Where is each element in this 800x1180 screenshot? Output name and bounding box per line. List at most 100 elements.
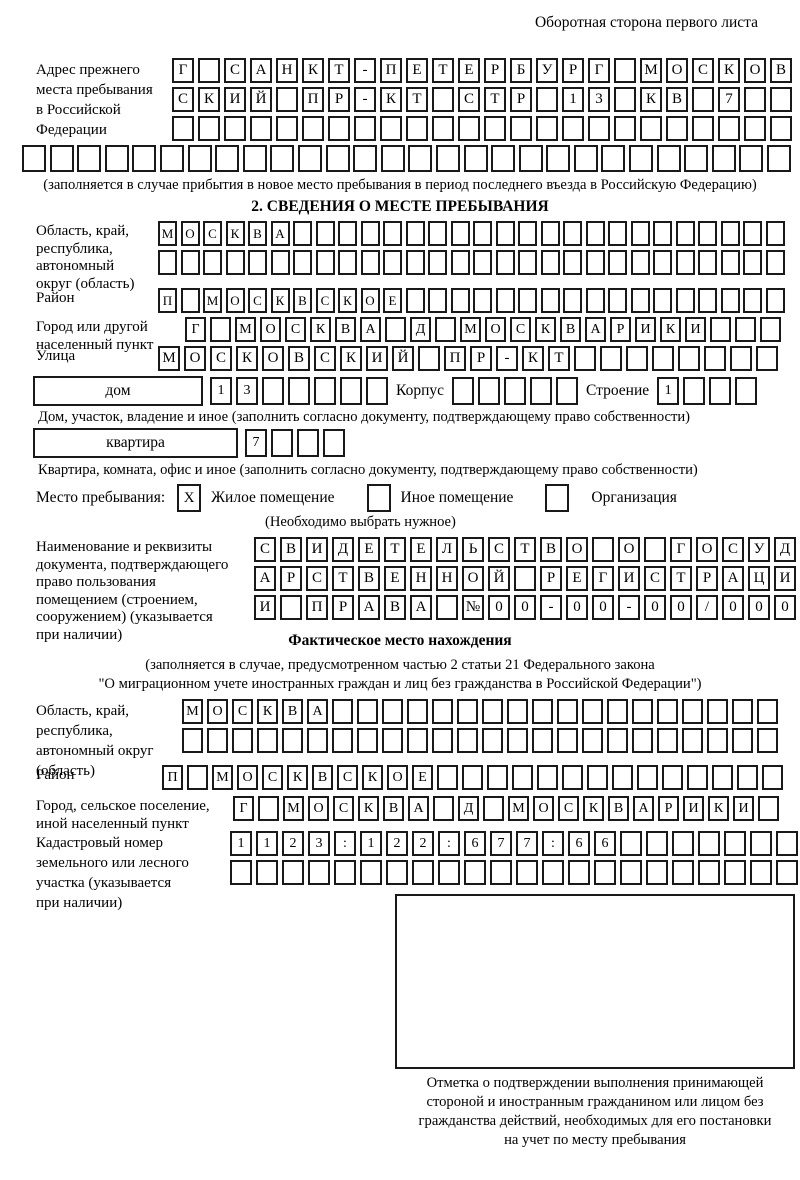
char-box[interactable]: : [438,831,460,856]
char-box[interactable] [698,831,720,856]
char-box[interactable] [483,796,504,821]
char-box[interactable] [104,145,129,172]
char-box[interactable]: С [262,765,283,790]
char-box[interactable]: - [496,346,518,371]
char-box[interactable]: Й [488,566,510,591]
char-box[interactable] [682,728,703,753]
char-box[interactable] [718,116,740,141]
char-box[interactable]: Г [592,566,614,591]
char-box[interactable]: 0 [592,595,614,620]
char-box[interactable]: П [444,346,466,371]
char-box[interactable]: О [207,699,228,724]
char-box[interactable]: О [566,537,588,562]
char-box[interactable]: - [354,87,376,112]
char-box[interactable] [360,250,380,275]
char-box[interactable]: И [618,566,640,591]
char-box[interactable]: Г [670,537,692,562]
char-box[interactable] [256,860,278,885]
char-box[interactable] [482,728,503,753]
char-box[interactable]: П [306,595,328,620]
char-box[interactable]: 7 [718,87,740,112]
char-box[interactable] [735,377,758,405]
char-box[interactable]: Т [484,87,506,112]
char-box[interactable] [646,860,668,885]
char-box[interactable] [585,221,605,246]
char-box[interactable] [385,317,406,342]
char-box[interactable] [530,377,552,405]
char-box[interactable] [770,87,792,112]
char-box[interactable] [433,796,454,821]
char-box[interactable]: / [696,595,718,620]
char-box[interactable]: 1 [210,377,232,405]
char-box[interactable] [540,221,560,246]
char-box[interactable] [629,145,654,172]
char-box[interactable] [709,377,732,405]
char-box[interactable] [711,145,736,172]
char-box[interactable] [585,250,605,275]
char-box[interactable] [297,429,319,457]
char-box[interactable] [682,699,703,724]
char-box[interactable]: 0 [748,595,770,620]
char-box[interactable]: К [270,288,290,313]
char-box[interactable] [198,116,220,141]
char-box[interactable]: Т [432,58,454,83]
char-box[interactable]: М [235,317,256,342]
char-box[interactable]: Г [172,58,194,83]
char-box[interactable]: М [203,288,222,313]
char-box[interactable]: - [354,58,376,83]
char-box[interactable] [215,145,240,172]
char-box[interactable]: И [733,796,754,821]
char-box[interactable] [325,145,350,172]
char-box[interactable]: А [250,58,272,83]
char-box[interactable]: 2 [412,831,434,856]
char-box[interactable]: В [288,346,310,371]
char-box[interactable]: А [408,796,429,821]
char-box[interactable] [546,145,571,172]
char-box[interactable]: 2 [386,831,408,856]
char-box[interactable] [332,699,353,724]
char-box[interactable]: М [158,221,177,246]
char-box[interactable] [182,728,203,753]
char-box[interactable]: С [644,566,666,591]
char-box[interactable] [473,221,492,246]
char-box[interactable] [712,765,733,790]
char-box[interactable]: К [640,87,662,112]
char-box[interactable] [464,860,486,885]
char-box[interactable] [582,728,603,753]
char-box[interactable]: К [236,346,258,371]
char-box[interactable]: Й [250,87,272,112]
char-box[interactable] [744,87,766,112]
char-box[interactable] [594,860,616,885]
char-box[interactable]: 0 [722,595,744,620]
char-box[interactable]: С [558,796,579,821]
char-box[interactable] [630,221,650,246]
char-box[interactable] [630,288,650,313]
char-box[interactable]: К [257,699,278,724]
char-box[interactable] [698,288,717,313]
char-box[interactable]: С [285,317,306,342]
char-box[interactable] [405,288,425,313]
char-box[interactable] [760,317,781,342]
char-box[interactable] [334,860,356,885]
char-box[interactable]: Р [470,346,492,371]
char-box[interactable] [462,765,483,790]
char-box[interactable]: О [262,346,284,371]
char-box[interactable] [540,288,560,313]
char-box[interactable]: Т [328,58,350,83]
char-box[interactable]: 1 [562,87,584,112]
char-box[interactable] [383,221,402,246]
char-box[interactable] [762,765,783,790]
char-box[interactable] [49,145,74,172]
char-box[interactable] [360,860,382,885]
char-box[interactable]: 0 [670,595,692,620]
char-box[interactable] [600,346,622,371]
char-box[interactable] [230,860,252,885]
char-box[interactable] [720,288,740,313]
char-box[interactable]: К [198,87,220,112]
char-box[interactable] [484,116,506,141]
char-box[interactable] [765,221,785,246]
char-box[interactable] [767,145,792,172]
char-box[interactable]: К [660,317,681,342]
char-box[interactable] [307,728,328,753]
char-box[interactable] [537,765,558,790]
